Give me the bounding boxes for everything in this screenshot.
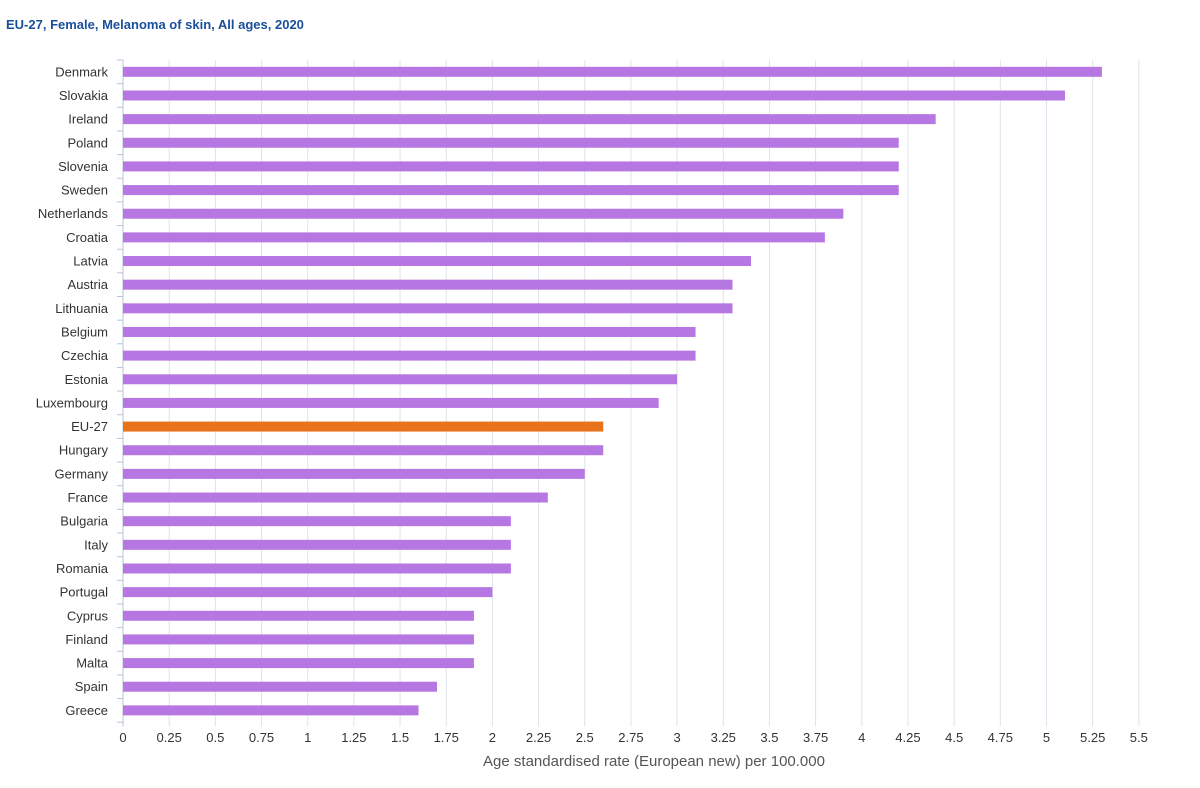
category-labels: Denmark Slovakia Ireland Poland Slovenia Swed… [36, 64, 109, 718]
x-tick-label: 0 [119, 730, 126, 745]
category-label: Luxembourg [36, 395, 108, 410]
category-label: Poland [68, 135, 108, 150]
x-tick-label: 1.25 [341, 730, 366, 745]
bar-portugal[interactable] [123, 587, 493, 598]
bar-latvia[interactable] [123, 256, 751, 267]
category-label: France [68, 490, 108, 505]
category-label: Malta [76, 656, 109, 671]
category-label: Spain [75, 679, 108, 694]
bar-finland[interactable] [123, 634, 474, 645]
bar-bulgaria[interactable] [123, 516, 511, 527]
category-label: Slovakia [59, 88, 109, 103]
x-tick-label: 1 [304, 730, 311, 745]
x-tick-label: 3.5 [760, 730, 778, 745]
x-tick-label: 0.5 [206, 730, 224, 745]
category-label: Austria [68, 277, 109, 292]
bar-luxembourg[interactable] [123, 397, 659, 408]
category-label: Lithuania [55, 301, 109, 316]
x-tick-label: 5.5 [1130, 730, 1148, 745]
x-tick-label: 0.75 [249, 730, 274, 745]
x-tick-label: 4.5 [945, 730, 963, 745]
category-label: Hungary [59, 443, 109, 458]
bar-sweden[interactable] [123, 185, 899, 196]
category-label: Cyprus [67, 608, 109, 623]
bar-italy[interactable] [123, 539, 511, 550]
bar-belgium[interactable] [123, 326, 696, 337]
bar-lithuania[interactable] [123, 303, 733, 314]
category-label: Latvia [73, 254, 108, 269]
x-tick-label: 1.5 [391, 730, 409, 745]
x-tick-label: 2.25 [526, 730, 551, 745]
bar-austria[interactable] [123, 279, 733, 290]
bar-denmark[interactable] [123, 66, 1102, 77]
category-label: Croatia [66, 230, 109, 245]
bar-germany[interactable] [123, 468, 585, 479]
bar-netherlands[interactable] [123, 208, 844, 219]
x-tick-label: 2.75 [618, 730, 643, 745]
category-label: Bulgaria [60, 514, 108, 529]
x-tick-label: 4 [858, 730, 865, 745]
category-label: Belgium [61, 324, 108, 339]
x-axis-title: Age standardised rate (European new) per… [483, 753, 825, 770]
bar-cyprus[interactable] [123, 610, 474, 621]
category-label: Finland [65, 632, 108, 647]
x-tick-label: 1.75 [434, 730, 459, 745]
category-label: Netherlands [38, 206, 109, 221]
x-tick-label: 4.75 [988, 730, 1013, 745]
category-label: Estonia [65, 372, 109, 387]
bar-poland[interactable] [123, 137, 899, 148]
bar-slovenia[interactable] [123, 161, 899, 172]
category-label: Slovenia [58, 159, 109, 174]
x-tick-label: 4.25 [895, 730, 920, 745]
category-label: EU-27 [71, 419, 108, 434]
category-label: Italy [84, 537, 108, 552]
x-tick-label: 5.25 [1080, 730, 1105, 745]
chart-title: EU-27, Female, Melanoma of skin, All age… [6, 17, 304, 32]
x-tick-label: 3 [673, 730, 680, 745]
bar-slovakia[interactable] [123, 90, 1065, 101]
bar-croatia[interactable] [123, 232, 825, 243]
bar-eu-27[interactable] [123, 421, 604, 432]
x-tick-label: 0.25 [157, 730, 182, 745]
category-label: Ireland [68, 112, 108, 127]
bar-ireland[interactable] [123, 114, 936, 125]
bars [123, 66, 1102, 716]
bar-hungary[interactable] [123, 445, 604, 456]
bar-greece[interactable] [123, 705, 419, 716]
bar-spain[interactable] [123, 681, 437, 692]
bar-czechia[interactable] [123, 350, 696, 361]
category-label: Germany [55, 466, 109, 481]
bar-romania[interactable] [123, 563, 511, 574]
category-label: Sweden [61, 183, 108, 198]
x-tick-label: 5 [1043, 730, 1050, 745]
bar-estonia[interactable] [123, 374, 678, 385]
category-label: Portugal [60, 585, 109, 600]
category-label: Greece [65, 703, 108, 718]
x-tick-label: 3.75 [803, 730, 828, 745]
x-tick-label: 3.25 [711, 730, 736, 745]
bar-malta[interactable] [123, 658, 474, 669]
x-tick-label: 2 [489, 730, 496, 745]
gridlines [117, 59, 1140, 727]
category-label: Denmark [55, 64, 108, 79]
x-tick-label: 2.5 [576, 730, 594, 745]
category-label: Czechia [61, 348, 109, 363]
category-label: Romania [56, 561, 109, 576]
bar-france[interactable] [123, 492, 548, 503]
x-axis-ticks: 0 0.25 0.5 0.75 1 1.25 1.5 1.75 2 2.25 2.5 2.75 3 3.2… [119, 730, 1148, 745]
